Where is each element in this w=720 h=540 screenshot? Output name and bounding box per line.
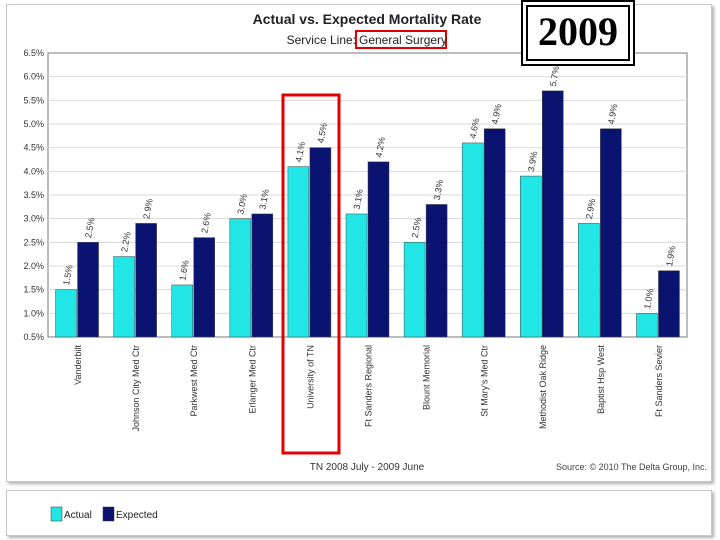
bar-expected <box>367 161 390 338</box>
bar-actual <box>55 289 77 338</box>
x-tick-label: University of TN <box>305 345 315 409</box>
bar-layer <box>55 90 680 338</box>
bar-expected <box>251 213 274 338</box>
y-tick-label: 1.0% <box>23 308 44 318</box>
legend-label-expected: Expected <box>116 510 158 521</box>
data-label: 2.5% <box>83 217 96 239</box>
y-tick-label: 2.5% <box>23 237 44 247</box>
data-label: 3.1% <box>257 188 270 210</box>
legend-svg: Actual Expected <box>50 506 158 522</box>
subtitle-highlight-box <box>355 30 447 49</box>
chart-svg: Actual vs. Expected Mortality Rate Servi… <box>23 11 707 473</box>
legend-label-actual: Actual <box>64 510 92 521</box>
bar-actual <box>287 166 310 338</box>
grid-layer <box>48 76 687 314</box>
x-tick-label: Baptist Hsp West <box>596 345 606 414</box>
x-tick-label: Methodist Oak Ridge <box>538 345 548 429</box>
bar-actual <box>403 242 426 338</box>
y-tick-label: 5.5% <box>23 95 44 105</box>
legend-panel: Actual Expected <box>6 490 712 536</box>
bar-expected <box>542 90 564 338</box>
data-label: 4.2% <box>374 136 387 158</box>
y-tick-label: 4.5% <box>23 143 44 153</box>
x-axis: Vanderbilt Johnson City Med Ctr Parkwest M… <box>73 345 664 432</box>
data-label: 4.5% <box>316 122 329 144</box>
data-label: 2.9% <box>141 198 154 220</box>
source-note: Source: © 2010 The Delta Group, Inc. <box>556 462 707 472</box>
bar-actual <box>461 142 484 338</box>
bar-expected <box>483 128 506 338</box>
data-label: 2.9% <box>584 198 597 220</box>
data-label: 3.0% <box>235 193 248 215</box>
bar-expected <box>193 237 215 338</box>
x-axis-label: TN 2008 July - 2009 June <box>310 462 425 473</box>
data-label: 3.1% <box>352 188 365 210</box>
y-axis: 0.5% 1.0% 1.5% 2.0% 2.5% 3.0% 3.5% 4.0% 4.5% 5.0%… <box>23 48 44 342</box>
y-tick-label: 5.0% <box>23 119 44 129</box>
x-tick-label: Blount Memorial <box>422 345 432 410</box>
data-label: 2.6% <box>199 212 212 234</box>
legend-swatch-actual <box>50 506 63 522</box>
data-label: 3.9% <box>526 150 539 172</box>
data-label: 1.9% <box>664 245 677 267</box>
bar-actual <box>520 175 542 338</box>
year-text: 2009 <box>538 9 618 54</box>
bar-expected <box>425 204 448 338</box>
data-label: 4.1% <box>294 141 307 163</box>
data-label: 1.5% <box>61 264 74 286</box>
x-tick-label: Johnson City Med Ctr <box>131 345 141 432</box>
x-tick-label: St Mary's Med Ctr <box>480 345 490 417</box>
chart-subtitle-prefix: Service Line: <box>287 33 356 47</box>
bar-expected <box>309 147 332 338</box>
data-label: 4.9% <box>606 103 619 125</box>
chart-subtitle-value: General Surgery <box>359 33 447 47</box>
data-label: 2.5% <box>410 217 423 239</box>
year-badge: 2009 <box>521 0 635 66</box>
y-tick-label: 2.0% <box>23 261 44 271</box>
bar-actual <box>229 218 252 338</box>
data-label: 4.9% <box>490 103 503 125</box>
bar-actual <box>345 213 368 338</box>
y-tick-label: 0.5% <box>23 332 44 342</box>
x-tick-label: Ft Sanders Regional <box>364 345 374 427</box>
y-tick-label: 4.0% <box>23 166 44 176</box>
data-label: 4.6% <box>468 117 481 139</box>
bar-actual <box>636 313 658 338</box>
bar-expected <box>77 242 99 338</box>
data-label: 1.0% <box>642 288 655 310</box>
x-tick-label: Ft Sanders Sevier <box>654 345 664 417</box>
data-label: 5.7% <box>548 65 561 87</box>
legend-swatch-expected <box>102 506 115 522</box>
data-label: 3.3% <box>432 179 445 201</box>
data-label-layer: 1.5% 2.5% 2.2% 2.9% 1.6% 2.6% 3.0% 3.1% 4.1% 4.5%… <box>61 65 677 309</box>
y-tick-label: 3.0% <box>23 214 44 224</box>
bar-expected <box>135 223 157 338</box>
bar-actual <box>578 223 600 338</box>
chart-panel: Actual vs. Expected Mortality Rate Servi… <box>6 4 712 482</box>
data-label: 1.6% <box>177 259 190 281</box>
x-tick-label: Vanderbilt <box>73 345 83 385</box>
bar-actual <box>171 284 193 338</box>
y-tick-label: 6.5% <box>23 48 44 58</box>
x-tick-label: Erlanger Med Ctr <box>247 345 257 414</box>
chart-title: Actual vs. Expected Mortality Rate <box>253 11 482 27</box>
bar-actual <box>113 256 135 338</box>
y-tick-label: 3.5% <box>23 190 44 200</box>
data-label: 2.2% <box>119 231 132 253</box>
x-tick-label: Parkwest Med Ctr <box>189 345 199 417</box>
highlight-box-university-of-tn <box>281 93 341 455</box>
y-tick-label: 6.0% <box>23 72 44 82</box>
bar-expected <box>658 270 680 338</box>
y-tick-label: 1.5% <box>23 285 44 295</box>
bar-expected <box>600 128 622 338</box>
